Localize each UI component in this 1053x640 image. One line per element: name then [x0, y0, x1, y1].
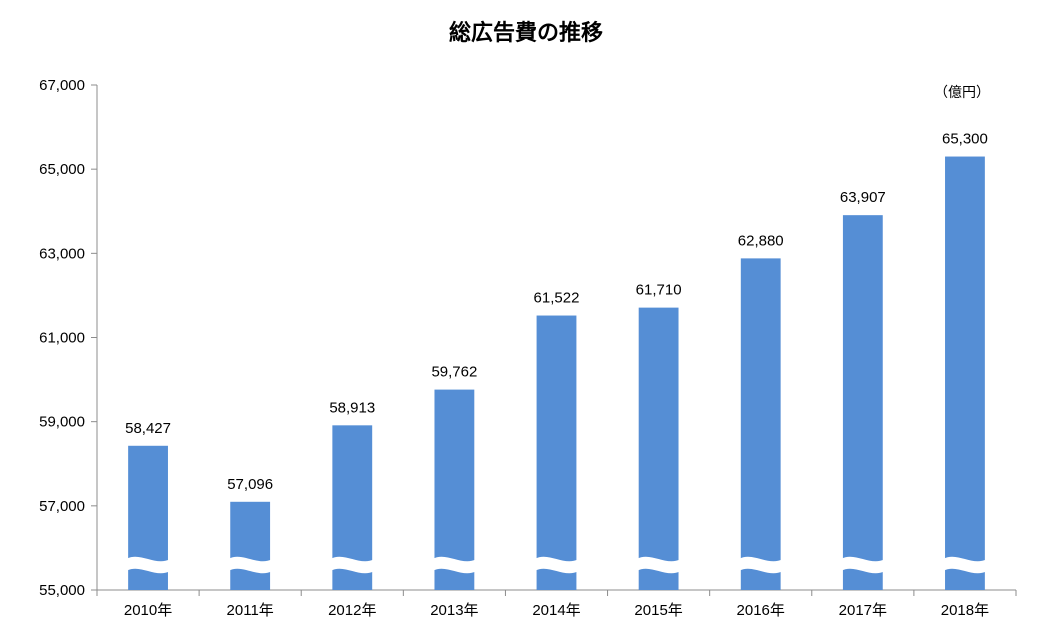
data-label: 58,913 [329, 399, 375, 416]
axis-break-mark [840, 556, 885, 574]
bar [842, 215, 883, 590]
bar-group: 65,300 [942, 131, 988, 590]
y-tick-label: 57,000 [39, 498, 85, 515]
x-tick-label: 2018年 [941, 602, 989, 619]
bars: 58,427 57,096 58,913 59,762 61,522 61,710 62,8… [125, 131, 988, 590]
data-label: 63,907 [840, 189, 886, 206]
chart-title: 総広告費の推移 [449, 20, 603, 46]
data-label: 61,710 [636, 282, 682, 299]
axis-break-mark [636, 556, 681, 574]
x-tick-label: 2016年 [737, 602, 785, 619]
y-axis: 55,000 57,000 59,000 61,000 63,000 65,000 67,0… [39, 77, 98, 599]
y-tick-label: 61,000 [39, 330, 85, 347]
y-tick-label: 67,000 [39, 77, 85, 94]
bar [434, 389, 475, 590]
x-tick-label: 2017年 [839, 602, 887, 619]
bar-group: 58,913 [329, 399, 375, 590]
data-label: 62,880 [738, 232, 784, 249]
axis-break-mark [330, 556, 375, 574]
data-label: 57,096 [227, 476, 273, 493]
y-tick-label: 63,000 [39, 245, 85, 262]
x-tick-label: 2011年 [227, 602, 274, 619]
y-tick-label: 55,000 [39, 582, 85, 599]
axis-break-mark [126, 556, 170, 574]
bar-group: 57,096 [227, 476, 273, 590]
axis-break-mark [432, 556, 477, 574]
bar-group: 58,427 [125, 420, 171, 590]
bar [740, 258, 781, 590]
data-label: 65,300 [942, 131, 988, 148]
data-label: 58,427 [125, 420, 171, 437]
data-label: 59,762 [431, 364, 477, 381]
axis-break-mark [534, 556, 579, 574]
axis-break-mark [228, 556, 273, 574]
bar-group: 61,522 [534, 290, 580, 590]
bar-group: 59,762 [431, 364, 477, 590]
bar [638, 307, 679, 590]
x-tick-label: 2014年 [532, 602, 580, 619]
bar [536, 315, 577, 590]
bar-group: 61,710 [636, 282, 682, 590]
x-tick-label: 2010年 [124, 602, 172, 619]
x-tick-label: 2012年 [328, 602, 376, 619]
x-tick-label: 2013年 [430, 602, 478, 619]
axis-break-mark [738, 556, 783, 574]
x-tick-label: 2015年 [634, 602, 682, 619]
unit-label: （億円） [934, 85, 990, 101]
bar [945, 156, 985, 590]
y-tick-label: 65,000 [39, 161, 85, 178]
bar [230, 501, 271, 590]
bar-group: 62,880 [738, 232, 784, 590]
data-label: 61,522 [534, 290, 580, 307]
bar-group: 63,907 [840, 189, 886, 590]
y-tick-label: 59,000 [39, 414, 85, 431]
axis-break-mark [943, 556, 987, 574]
x-axis: 2010年 2011年 2012年 2013年 2014年 2015年 2016年 2017年… [96, 589, 1017, 619]
